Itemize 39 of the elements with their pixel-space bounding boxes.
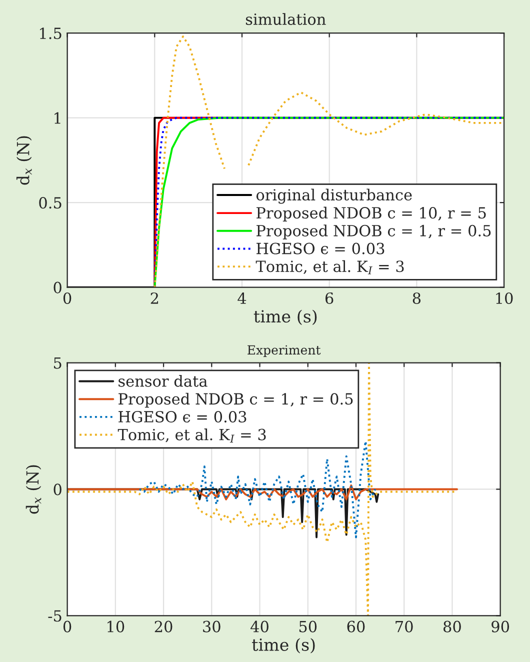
x-tick-label: 0 — [63, 620, 72, 632]
chart-title: Experiment — [248, 345, 321, 358]
legend-label: Proposed NDOB c = 10, r = 5 — [256, 206, 486, 222]
legend-label: Tomic, et al. K$_{I}$ = 3 — [256, 260, 404, 274]
x-tick-label: 10 — [108, 620, 124, 632]
y-tick-label: -5 — [48, 610, 62, 622]
x-axis-title: time (s) — [252, 638, 315, 654]
x-tick-label: 40 — [250, 620, 268, 632]
legend-label: Proposed NDOB c = 1, r = 0.5 — [256, 224, 491, 240]
y-tick-label: 0 — [54, 484, 62, 496]
y-tick-label: 5 — [54, 357, 62, 369]
y-tick-label: 1.5 — [40, 28, 62, 40]
y-tick-label: 1 — [54, 112, 60, 124]
x-tick-label: 8 — [412, 292, 421, 304]
x-tick-label: 2 — [150, 292, 158, 304]
x-tick-label: 30 — [203, 620, 220, 632]
x-tick-label: 10 — [496, 292, 513, 304]
x-tick-label: 0 — [63, 292, 72, 304]
line-series — [67, 484, 458, 500]
x-tick-label: 6 — [326, 292, 334, 304]
legend-label: original disturbance — [256, 188, 412, 204]
chart-title: simulation — [246, 13, 326, 25]
x-tick-label: 60 — [347, 620, 365, 632]
legend-label: Proposed NDOB c = 1, r = 0.5 — [118, 392, 353, 408]
x-tick-label: 4 — [238, 292, 246, 304]
y-axis-title: d$_{x}$ (N) — [26, 465, 42, 514]
legend-label: sensor data — [118, 375, 208, 387]
x-axis-title: time (s) — [254, 310, 317, 325]
y-tick-label: 0 — [54, 282, 62, 294]
x-tick-label: 20 — [154, 620, 172, 632]
legend-label: HGESO ϵ = 0.03 — [118, 410, 246, 423]
legend-label: HGESO ϵ = 0.03 — [256, 242, 384, 254]
legend-label: Tomic, et al. K$_{I}$ = 3 — [118, 428, 266, 443]
x-tick-label: 80 — [444, 620, 461, 632]
y-axis-title: d$_{x}$ (N) — [16, 136, 32, 185]
y-tick-label: 0.5 — [39, 197, 62, 209]
x-tick-label: 70 — [396, 620, 413, 632]
x-tick-label: 50 — [299, 620, 317, 632]
x-tick-label: 90 — [492, 620, 510, 632]
